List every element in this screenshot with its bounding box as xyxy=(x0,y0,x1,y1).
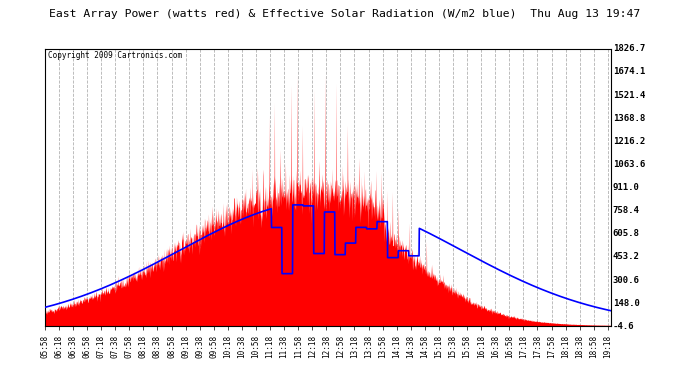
Text: 605.8: 605.8 xyxy=(613,229,640,238)
Text: 1674.1: 1674.1 xyxy=(613,68,645,76)
Text: 758.4: 758.4 xyxy=(613,206,640,215)
Text: 148.0: 148.0 xyxy=(613,298,640,307)
Text: 1063.6: 1063.6 xyxy=(613,160,645,169)
Text: 1521.4: 1521.4 xyxy=(613,90,645,99)
Text: Copyright 2009 Cartronics.com: Copyright 2009 Cartronics.com xyxy=(48,51,182,60)
Text: 1368.8: 1368.8 xyxy=(613,114,645,123)
Text: East Array Power (watts red) & Effective Solar Radiation (W/m2 blue)  Thu Aug 13: East Array Power (watts red) & Effective… xyxy=(50,9,640,20)
Text: 453.2: 453.2 xyxy=(613,252,640,261)
Text: 1826.7: 1826.7 xyxy=(613,44,645,53)
Text: 911.0: 911.0 xyxy=(613,183,640,192)
Text: -4.6: -4.6 xyxy=(613,322,634,331)
Text: 1216.2: 1216.2 xyxy=(613,137,645,146)
Text: 300.6: 300.6 xyxy=(613,276,640,285)
